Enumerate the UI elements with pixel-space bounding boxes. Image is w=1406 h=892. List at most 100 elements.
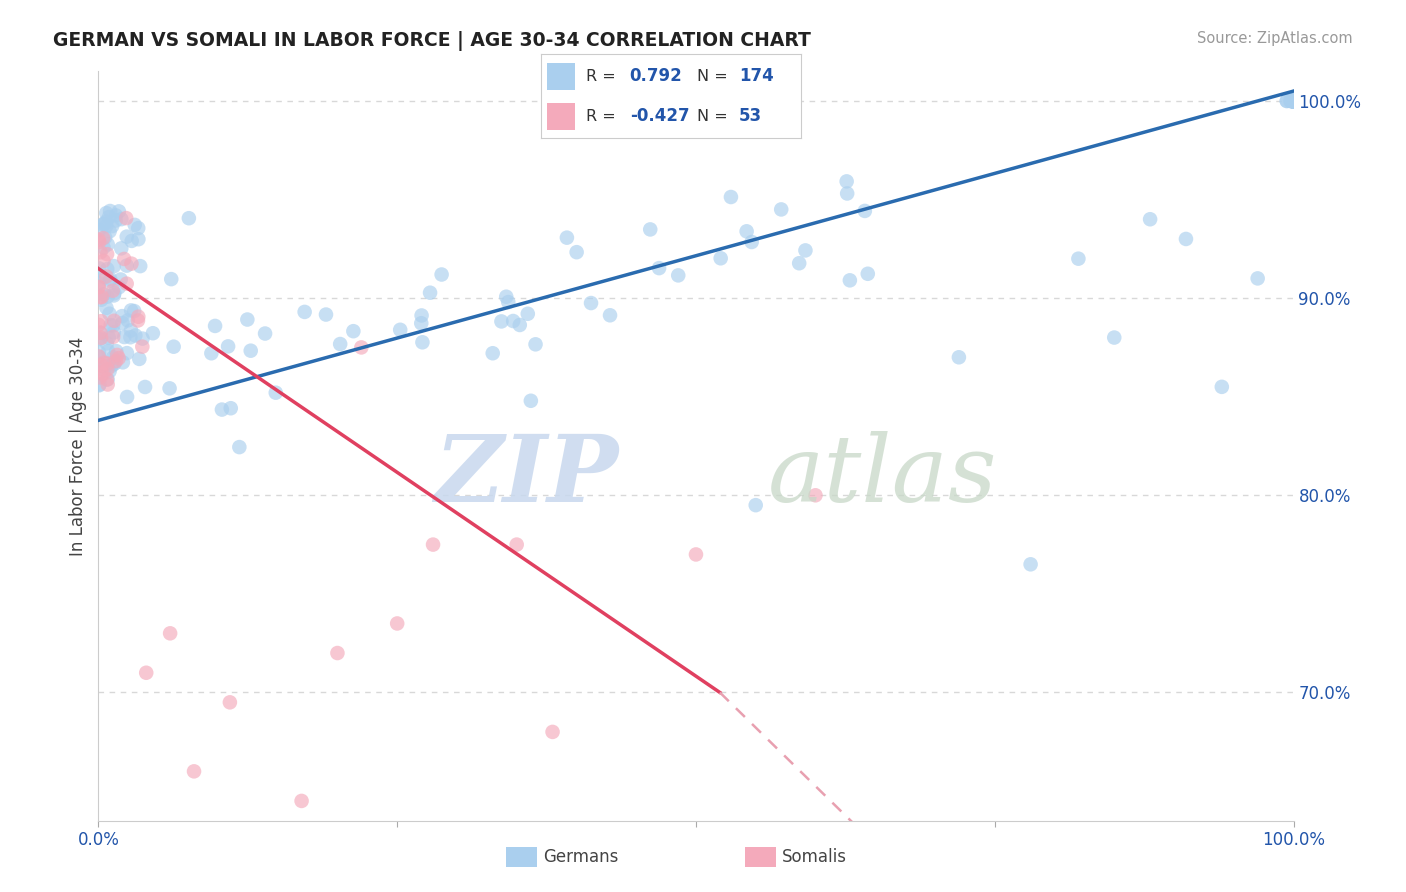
Point <box>1279 94 1302 108</box>
Point <box>103 330 125 344</box>
Point <box>177 211 200 226</box>
Point <box>115 390 138 404</box>
Point <box>101 318 124 333</box>
Point <box>1281 94 1303 108</box>
Point <box>1279 94 1302 108</box>
Point <box>506 538 529 552</box>
Point <box>89 261 111 276</box>
Point <box>481 346 503 360</box>
Point <box>1281 94 1303 108</box>
Point <box>794 244 817 258</box>
Point <box>98 274 121 288</box>
Point <box>541 725 564 739</box>
Point <box>509 318 531 332</box>
Point <box>121 234 143 248</box>
Text: N =: N = <box>697 69 728 84</box>
Point <box>856 267 879 281</box>
Text: Germans: Germans <box>543 848 619 866</box>
Point <box>254 326 277 341</box>
Point <box>239 343 262 358</box>
Point <box>100 318 122 333</box>
Point <box>115 277 138 291</box>
Point <box>1175 232 1198 246</box>
Point <box>385 616 409 631</box>
Point <box>745 498 768 512</box>
Point <box>491 314 513 328</box>
Point <box>94 359 117 374</box>
Point <box>127 313 149 327</box>
Point <box>159 626 181 640</box>
Point <box>96 206 118 220</box>
Point <box>411 309 433 323</box>
Point <box>111 309 134 323</box>
Point <box>1211 380 1233 394</box>
Point <box>97 372 120 386</box>
Point <box>103 286 125 301</box>
Point <box>103 357 125 371</box>
Point <box>1279 94 1302 108</box>
Point <box>1281 94 1303 108</box>
Point <box>948 351 970 365</box>
Point <box>96 269 118 284</box>
Point <box>108 280 131 294</box>
Point <box>294 305 316 319</box>
Point <box>1281 94 1303 108</box>
Point <box>90 290 112 304</box>
Point <box>98 307 121 321</box>
Point <box>94 230 117 244</box>
Point <box>87 345 110 359</box>
Point <box>127 221 149 235</box>
Point <box>90 366 112 380</box>
Point <box>254 823 277 838</box>
Point <box>105 348 128 362</box>
Point <box>131 340 153 354</box>
Point <box>685 548 707 562</box>
Point <box>1282 94 1305 108</box>
Point <box>94 215 117 229</box>
Point <box>1281 94 1303 108</box>
Point <box>565 245 588 260</box>
Point <box>104 208 127 222</box>
Point <box>315 308 337 322</box>
Point <box>648 261 671 276</box>
Point <box>89 326 111 340</box>
Point <box>411 316 433 330</box>
Point <box>1282 94 1305 108</box>
Point <box>93 253 115 268</box>
Point <box>89 245 111 260</box>
Point <box>1282 94 1305 108</box>
Point <box>135 665 157 680</box>
Point <box>131 332 153 346</box>
Point <box>91 368 114 382</box>
Point <box>96 247 118 261</box>
Point <box>1281 94 1303 108</box>
Point <box>496 295 519 310</box>
Point <box>96 219 118 233</box>
Point <box>89 350 111 364</box>
Point <box>103 288 125 302</box>
Point <box>97 210 120 224</box>
Text: 0.792: 0.792 <box>630 68 682 86</box>
Point <box>100 359 122 373</box>
Point <box>112 252 135 266</box>
Text: N =: N = <box>697 109 728 124</box>
Point <box>228 440 250 454</box>
Point <box>110 212 132 227</box>
Point <box>120 303 142 318</box>
Point <box>1282 94 1305 108</box>
Point <box>1282 94 1305 108</box>
Point <box>787 256 810 270</box>
Point <box>1282 94 1305 108</box>
Point <box>105 344 128 359</box>
Point <box>90 293 112 307</box>
Point <box>129 259 152 273</box>
Point <box>1281 94 1303 108</box>
Point <box>115 346 138 360</box>
Point <box>1282 94 1305 108</box>
Point <box>87 350 110 364</box>
Point <box>93 240 115 254</box>
Point <box>124 328 146 343</box>
Point <box>200 346 222 360</box>
Point <box>1282 94 1305 108</box>
Point <box>838 273 860 287</box>
